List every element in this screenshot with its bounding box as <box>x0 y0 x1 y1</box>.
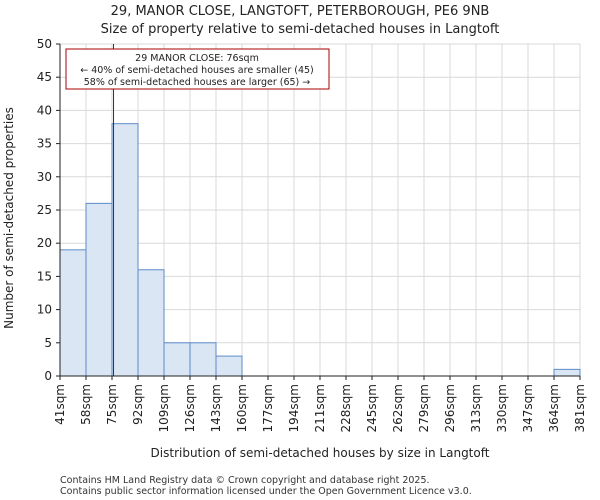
x-tick-label-41sqm: 41sqm <box>53 384 67 425</box>
chart-subtitle: Size of property relative to semi-detach… <box>101 22 500 37</box>
x-tick-label-211sqm: 211sqm <box>313 384 327 432</box>
x-tick-label-75sqm: 75sqm <box>105 384 119 425</box>
x-axis-label: Distribution of semi-detached houses by … <box>151 446 490 460</box>
bar-92sqm <box>137 269 165 377</box>
bar-75sqm <box>111 123 139 377</box>
y-tick-label-5: 5 <box>44 336 52 350</box>
bar-364sqm <box>553 368 581 377</box>
y-tick-label-50: 50 <box>37 37 52 51</box>
y-tick-label-35: 35 <box>37 137 52 151</box>
chart-title: 29, MANOR CLOSE, LANGTOFT, PETERBOROUGH,… <box>111 4 490 19</box>
x-tick-label-143sqm: 143sqm <box>209 384 223 432</box>
footer-line-2: Contains public sector information licen… <box>60 486 472 497</box>
annotation-line-3: 58% of semi-detached houses are larger (… <box>84 77 311 88</box>
bar-143sqm <box>215 355 243 377</box>
x-tick-label-228sqm: 228sqm <box>339 384 353 432</box>
annotation-box: 29 MANOR CLOSE: 76sqm ← 40% of semi-deta… <box>65 48 330 90</box>
x-tick-label-177sqm: 177sqm <box>261 384 275 432</box>
y-tick-label-20: 20 <box>37 236 52 250</box>
y-tick-label-40: 40 <box>37 103 52 117</box>
bar-41sqm <box>59 249 87 377</box>
x-tick-label-296sqm: 296sqm <box>443 384 457 432</box>
y-tick-label-15: 15 <box>37 269 52 283</box>
y-tick-label-45: 45 <box>37 70 52 84</box>
x-tick-labels: 41sqm 58sqm 75sqm 92sqm 109sqm 126sqm 143sqm 16… <box>53 376 587 432</box>
x-tick-label-109sqm: 109sqm <box>157 384 171 432</box>
x-tick-label-262sqm: 262sqm <box>391 384 405 432</box>
y-tick-label-0: 0 <box>44 369 52 383</box>
footer-line-1: Contains HM Land Registry data © Crown c… <box>60 475 430 486</box>
bar-126sqm <box>189 342 217 377</box>
x-tick-label-92sqm: 92sqm <box>131 384 145 425</box>
annotation-line-2: ← 40% of semi-detached houses are smalle… <box>80 65 314 76</box>
y-tick-labels: 0 5 10 15 20 25 30 35 40 45 50 <box>37 37 60 383</box>
annotation-line-1: 29 MANOR CLOSE: 76sqm <box>135 53 259 64</box>
bar-58sqm <box>85 202 113 377</box>
y-tick-label-25: 25 <box>37 203 52 217</box>
x-tick-label-245sqm: 245sqm <box>365 384 379 432</box>
x-tick-label-58sqm: 58sqm <box>79 384 93 425</box>
x-tick-label-160sqm: 160sqm <box>235 384 249 432</box>
x-tick-label-313sqm: 313sqm <box>469 384 483 432</box>
x-tick-label-347sqm: 347sqm <box>521 384 535 432</box>
x-tick-label-126sqm: 126sqm <box>183 384 197 432</box>
bar-109sqm <box>163 342 191 377</box>
y-tick-label-30: 30 <box>37 170 52 184</box>
y-axis-label: Number of semi-detached properties <box>2 107 16 329</box>
x-tick-label-364sqm: 364sqm <box>547 384 561 432</box>
x-tick-label-279sqm: 279sqm <box>417 384 431 432</box>
x-tick-label-194sqm: 194sqm <box>287 384 301 432</box>
annotation-frame <box>65 48 330 90</box>
bars <box>59 123 581 377</box>
x-tick-label-330sqm: 330sqm <box>495 384 509 432</box>
y-tick-label-10: 10 <box>37 303 52 317</box>
x-tick-label-381sqm: 381sqm <box>573 384 587 432</box>
